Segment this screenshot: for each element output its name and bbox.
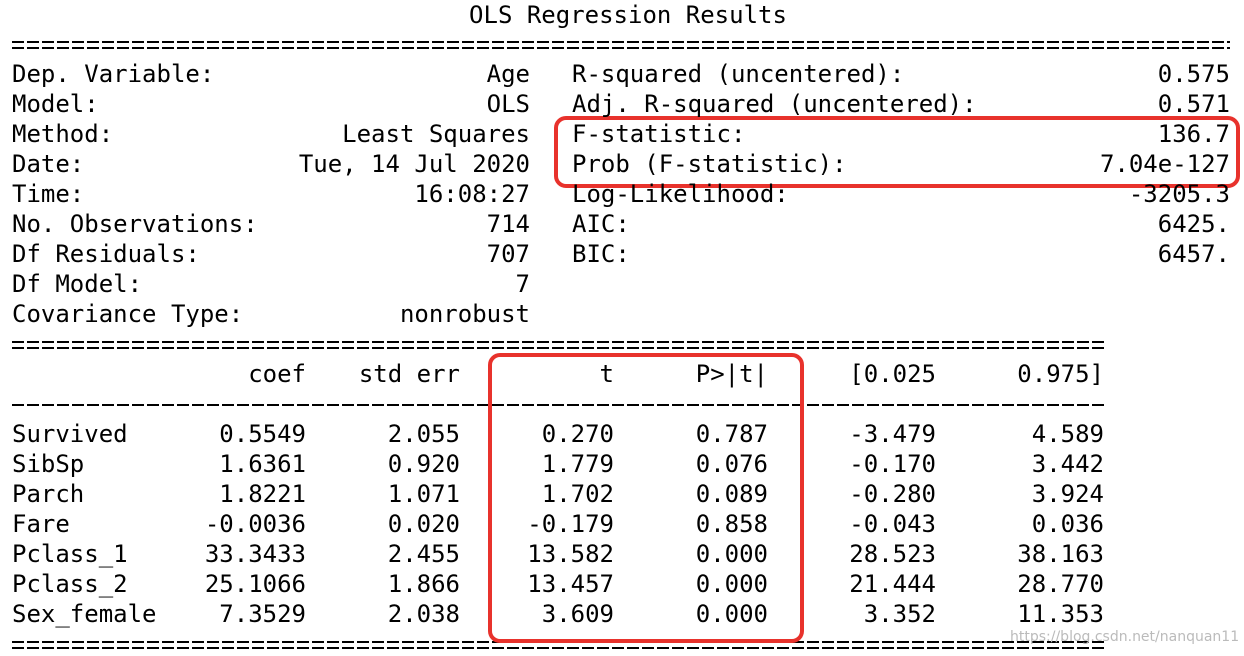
cell: 0.000 (696, 600, 768, 628)
cell: 2.055 (388, 420, 460, 448)
summary-label: Log-Likelihood: (572, 180, 789, 208)
summary-value: Age (487, 60, 530, 88)
cell: 13.457 (527, 570, 614, 598)
cell: 1.866 (388, 570, 460, 598)
cell: 33.3433 (205, 540, 306, 568)
summary-label: F-statistic: (572, 120, 745, 148)
cell: 1.702 (542, 480, 614, 508)
cell: 3.609 (542, 600, 614, 628)
cell: 21.444 (849, 570, 936, 598)
summary-label: R-squared (uncentered): (572, 60, 904, 88)
summary-label: Dep. Variable: (12, 60, 214, 88)
summary-label: Prob (F-statistic): (572, 150, 847, 178)
row-label: SibSp (12, 450, 84, 478)
summary-label: Date: (12, 150, 84, 178)
summary-label: No. Observations: (12, 210, 258, 238)
summary-label: Adj. R-squared (uncentered): (572, 90, 977, 118)
cell: 11.353 (1017, 600, 1104, 628)
row-label: Pclass_2 (12, 570, 128, 598)
summary-label: Df Model: (12, 270, 142, 298)
cell: 0.787 (696, 420, 768, 448)
cell: 0.020 (388, 510, 460, 538)
top-separator (12, 41, 1230, 49)
cell: 0.5549 (219, 420, 306, 448)
cell: 1.779 (542, 450, 614, 478)
summary-value: 0.575 (1158, 60, 1230, 88)
summary-label: Time: (12, 180, 84, 208)
summary-value: OLS (487, 90, 530, 118)
cell: -0.0036 (205, 510, 306, 538)
column-header: std err (359, 360, 460, 388)
summary-label: Df Residuals: (12, 240, 200, 268)
cell: -0.043 (849, 510, 936, 538)
cell: 7.3529 (219, 600, 306, 628)
cell: -0.179 (527, 510, 614, 538)
highlight-box (554, 116, 1240, 188)
cell: 0.000 (696, 540, 768, 568)
cell: 25.1066 (205, 570, 306, 598)
summary-value: 136.7 (1158, 120, 1230, 148)
cell: 0.000 (696, 570, 768, 598)
summary-label: Method: (12, 120, 113, 148)
cell: -3.479 (849, 420, 936, 448)
mid-separator (12, 341, 1104, 349)
summary-value: 7.04e-127 (1100, 150, 1230, 178)
cell: 2.455 (388, 540, 460, 568)
cell: -0.170 (849, 450, 936, 478)
cell: 3.352 (864, 600, 936, 628)
summary-value: 16:08:27 (414, 180, 530, 208)
summary-value: nonrobust (400, 300, 530, 328)
cell: 38.163 (1017, 540, 1104, 568)
summary-value: 714 (487, 210, 530, 238)
cell: 0.270 (542, 420, 614, 448)
cell: 28.523 (849, 540, 936, 568)
row-label: Parch (12, 480, 84, 508)
row-label: Fare (12, 510, 70, 538)
cell: 0.089 (696, 480, 768, 508)
cell: 0.858 (696, 510, 768, 538)
summary-value: 7 (516, 270, 530, 298)
summary-value: Tue, 14 Jul 2020 (299, 150, 530, 178)
summary-value: -3205.3 (1129, 180, 1230, 208)
cell: -0.280 (849, 480, 936, 508)
summary-label: Covariance Type: (12, 300, 243, 328)
column-header: [0.025 (849, 360, 936, 388)
cell: 13.582 (527, 540, 614, 568)
row-label: Survived (12, 420, 128, 448)
summary-value: 6425. (1158, 210, 1230, 238)
column-header: 0.975] (1017, 360, 1104, 388)
cell: 0.076 (696, 450, 768, 478)
cell: 0.920 (388, 450, 460, 478)
cell: 3.924 (1032, 480, 1104, 508)
cell: 28.770 (1017, 570, 1104, 598)
cell: 1.071 (388, 480, 460, 508)
summary-label: Model: (12, 90, 99, 118)
row-label: Pclass_1 (12, 540, 128, 568)
summary-value: 707 (487, 240, 530, 268)
summary-value: Least Squares (342, 120, 530, 148)
summary-value: 6457. (1158, 240, 1230, 268)
column-header: coef (248, 360, 306, 388)
summary-label: BIC: (572, 240, 630, 268)
column-header: t (600, 360, 614, 388)
cell: 1.8221 (219, 480, 306, 508)
summary-label: AIC: (572, 210, 630, 238)
cell: 1.6361 (219, 450, 306, 478)
title: OLS Regression Results (469, 1, 787, 29)
cell: 0.036 (1032, 510, 1104, 538)
row-label: Sex_female (12, 600, 157, 628)
highlight-box (488, 353, 804, 643)
cell: 2.038 (388, 600, 460, 628)
cell: 4.589 (1032, 420, 1104, 448)
watermark: https://blog.csdn.net/nanquan11 (1010, 629, 1239, 645)
column-header: P>|t| (696, 360, 768, 388)
cell: 3.442 (1032, 450, 1104, 478)
summary-value: 0.571 (1158, 90, 1230, 118)
